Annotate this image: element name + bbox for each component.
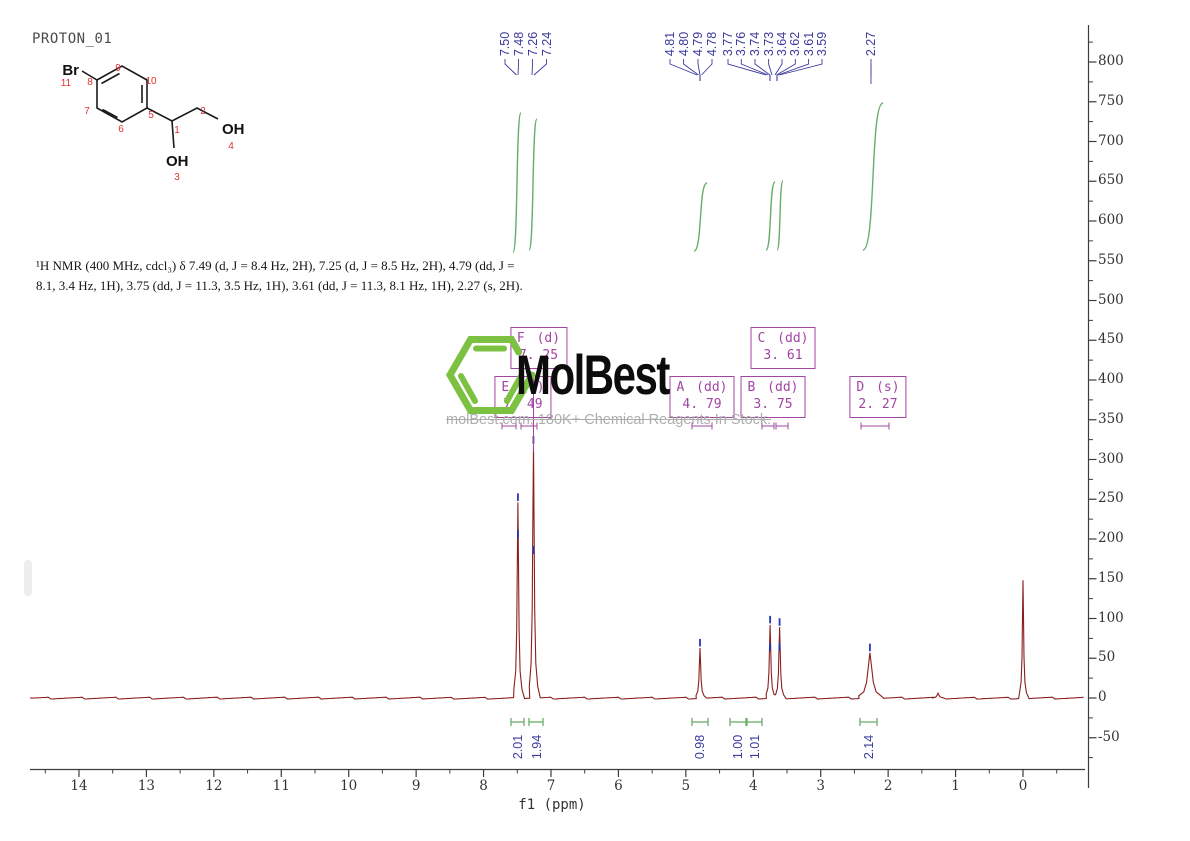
annotation-box-A: A (dd) 4. 79 xyxy=(669,376,735,418)
annotation-shift: 3. 61 xyxy=(763,347,803,363)
y-tick-label: 250 xyxy=(1098,490,1124,507)
x-tick-label: 11 xyxy=(272,778,290,794)
atom-number-11: 11 xyxy=(61,78,72,89)
x-tick-label: 3 xyxy=(816,778,825,794)
integration-label: 2.01 xyxy=(510,734,525,760)
x-axis-title: f1 (ppm) xyxy=(518,797,586,813)
x-tick-label: 0 xyxy=(1018,778,1028,794)
annotation-shift: 2. 27 xyxy=(858,396,898,412)
watermark-tagline: molBest.com, 180K+ Chemical Reagents In … xyxy=(446,412,772,428)
y-tick-label: 500 xyxy=(1098,291,1124,308)
x-tick-label: 10 xyxy=(340,778,358,794)
integration-label: 1.01 xyxy=(747,734,762,760)
atom-number-3: 3 xyxy=(174,172,180,183)
x-tick-label: 9 xyxy=(411,778,421,794)
y-tick-label: 350 xyxy=(1098,410,1124,427)
x-tick-label: 8 xyxy=(479,778,488,794)
assignment-line-1: ¹H NMR (400 MHz, cdcl₃) δ 7.49 (d, J = 8… xyxy=(36,258,515,273)
x-tick-label: 1 xyxy=(951,778,960,794)
annotation-shift: 7. 25 xyxy=(518,347,559,363)
y-tick-label: 150 xyxy=(1098,569,1124,586)
atom-number-10: 10 xyxy=(145,76,157,87)
peak-pick-label: 2.27 xyxy=(864,31,878,57)
peak-pick-label: 7.24 xyxy=(539,31,554,57)
y-tick-label: 200 xyxy=(1098,530,1124,546)
y-tick-label: 100 xyxy=(1098,609,1124,626)
y-tick-label: 300 xyxy=(1098,450,1124,467)
x-tick-label: 6 xyxy=(614,778,623,794)
x-tick-label: 4 xyxy=(748,778,758,794)
atom-number-2: 2 xyxy=(200,106,206,117)
integration-label: 1.00 xyxy=(731,734,745,760)
annotation-box-D: D (s) 2. 27 xyxy=(849,376,907,418)
y-tick-label: 50 xyxy=(1098,649,1116,666)
annotation-box-F: F (d) 7. 25 xyxy=(509,327,568,369)
atom-number-8: 8 xyxy=(87,77,93,88)
integration-label: 0.98 xyxy=(693,734,707,760)
annotation-assignment: B (dd) xyxy=(747,380,799,395)
peak-pick-label: 4.78 xyxy=(705,31,719,57)
atom-label-oh-bottom: OH xyxy=(166,153,189,170)
atom-number-5: 5 xyxy=(148,110,154,121)
molecule-structure: Br OH OH 11 8 9 10 5 7 6 1 2 4 3 xyxy=(61,62,245,183)
x-tick-label: 2 xyxy=(883,778,893,794)
atom-number-7: 7 xyxy=(84,106,90,117)
watermark-brand: MolBest xyxy=(516,343,670,406)
x-tick-label: 13 xyxy=(137,778,155,794)
atom-number-1: 1 xyxy=(174,125,180,136)
annotation-box-C: C (dd) 3. 61 xyxy=(750,327,816,369)
x-tick-label: 12 xyxy=(205,778,223,794)
atom-number-4: 4 xyxy=(228,141,234,152)
y-tick-label: 650 xyxy=(1098,172,1124,189)
y-tick-label: 700 xyxy=(1098,132,1124,149)
y-tick-label: 450 xyxy=(1098,331,1124,348)
annotation-shift: 4. 79 xyxy=(682,396,722,412)
y-tick-label: -50 xyxy=(1098,728,1120,745)
atom-number-6: 6 xyxy=(118,124,124,135)
y-tick-label: 400 xyxy=(1098,371,1124,387)
y-tick-label: 800 xyxy=(1098,53,1124,69)
y-tick-label: 750 xyxy=(1098,92,1124,109)
molecule-bonds xyxy=(81,65,219,149)
spectrum-title: PROTON_01 xyxy=(32,31,113,47)
annotation-assignment: F (d) xyxy=(516,331,561,346)
annotation-box-B: B (dd) 3. 75 xyxy=(740,376,806,418)
integration-label: 2.14 xyxy=(861,734,876,760)
annotation-assignment: D (s) xyxy=(856,380,900,395)
annotation-shift: 3. 75 xyxy=(753,396,793,412)
x-tick-label: 7 xyxy=(546,778,556,794)
atom-label-oh-top: OH xyxy=(222,121,245,138)
annotation-assignment: A (dd) xyxy=(676,380,728,395)
annotation-assignment: C (dd) xyxy=(757,331,809,346)
x-tick-label: 5 xyxy=(681,778,691,794)
peak-pick-label: 3.59 xyxy=(815,31,829,57)
atom-number-9: 9 xyxy=(115,63,121,74)
integration-label: 1.94 xyxy=(529,734,544,760)
benzene-logo-icon xyxy=(445,336,536,414)
y-tick-label: 0 xyxy=(1098,689,1107,705)
nmr-assignment-text: ¹H NMR (400 MHz, cdcl₃) δ 7.49 (d, J = 8… xyxy=(36,256,523,296)
atom-label-br: Br xyxy=(62,62,79,79)
x-tick-label: 14 xyxy=(70,778,88,794)
y-tick-label: 600 xyxy=(1098,212,1124,228)
assignment-line-2: 8.1, 3.4 Hz, 1H), 3.75 (dd, J = 11.3, 3.… xyxy=(36,278,523,294)
y-tick-label: 550 xyxy=(1098,251,1124,268)
scan-artifact xyxy=(24,560,32,596)
